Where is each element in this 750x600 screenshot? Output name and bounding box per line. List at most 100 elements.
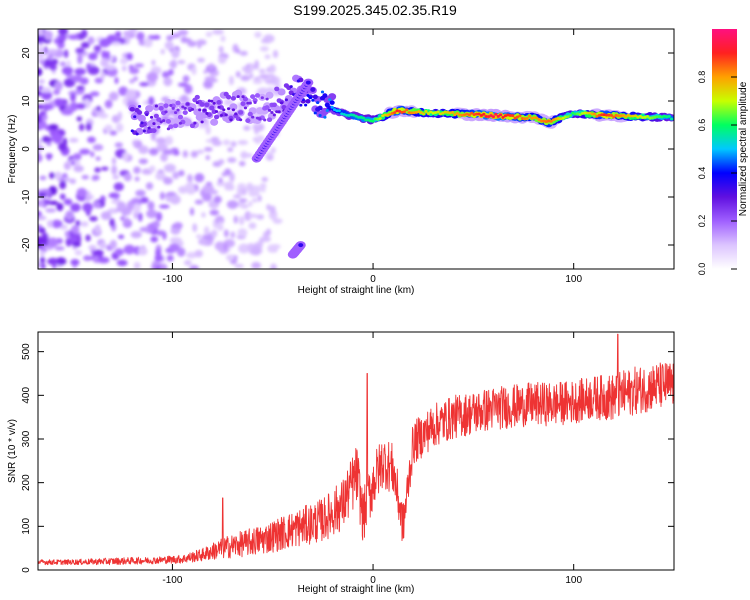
ridge-mark bbox=[446, 110, 450, 114]
noise-blob bbox=[162, 149, 175, 155]
noise-blob bbox=[89, 91, 100, 97]
ridge-mark bbox=[470, 111, 474, 115]
noise-blob bbox=[93, 45, 102, 52]
ridge-mark bbox=[164, 110, 168, 114]
noise-blob bbox=[185, 182, 194, 190]
ridge-mark bbox=[194, 94, 200, 100]
ridge-mark bbox=[390, 111, 394, 115]
noise-blob bbox=[214, 241, 226, 251]
snr-frame bbox=[37, 331, 675, 571]
noise-blob bbox=[177, 60, 186, 65]
snr-x-label: Height of straight line (km) bbox=[298, 584, 415, 595]
noise-blob bbox=[38, 224, 43, 230]
ridge-mark bbox=[564, 115, 568, 119]
spectrogram-y-tick-label: 10 bbox=[21, 95, 32, 107]
ridge-mark bbox=[284, 98, 288, 102]
noise-blob bbox=[111, 165, 118, 175]
noise-blob bbox=[94, 224, 101, 235]
noise-blob bbox=[202, 192, 212, 202]
ridge-mark bbox=[412, 111, 416, 115]
ridge-mark bbox=[260, 96, 264, 100]
ridge-mark bbox=[181, 105, 185, 109]
noise-blob bbox=[211, 229, 218, 238]
noise-blob bbox=[76, 116, 83, 122]
ridge-mark bbox=[178, 121, 183, 125]
spectrogram-x-ticks: -100 0 100 bbox=[162, 29, 582, 285]
ridge-mark bbox=[142, 129, 146, 133]
ridge-mark bbox=[585, 111, 589, 115]
noise-blob bbox=[112, 174, 120, 180]
noise-blob bbox=[109, 239, 117, 250]
noise-blob bbox=[192, 223, 198, 233]
noise-blob bbox=[51, 58, 59, 66]
noise-blob bbox=[53, 38, 59, 44]
ridge-mark bbox=[592, 112, 597, 116]
noise-blob bbox=[236, 48, 241, 54]
noise-blob bbox=[232, 194, 242, 199]
noise-blob bbox=[266, 204, 271, 211]
ridge-mark bbox=[357, 115, 361, 119]
noise-blob bbox=[101, 50, 107, 59]
spectrogram-x-label: Height of straight line (km) bbox=[298, 285, 415, 296]
noise-blob bbox=[116, 259, 128, 267]
noise-blob bbox=[74, 68, 86, 76]
noise-blob bbox=[80, 41, 90, 49]
ridge-mark bbox=[571, 111, 575, 115]
ridge-mark bbox=[145, 105, 154, 113]
noise-blob bbox=[38, 235, 44, 245]
ridge-mark bbox=[371, 119, 375, 123]
noise-blob bbox=[39, 249, 45, 257]
ridge-mark bbox=[219, 113, 223, 117]
noise-blob bbox=[224, 185, 235, 191]
ridge-mark bbox=[407, 111, 411, 114]
noise-blob bbox=[38, 46, 44, 52]
ridge-mark bbox=[211, 109, 217, 115]
noise-blob bbox=[163, 76, 173, 87]
noise-blob bbox=[38, 141, 42, 147]
ridge-mark bbox=[462, 113, 467, 117]
noise-blob bbox=[38, 153, 43, 163]
noise-blob bbox=[218, 221, 223, 230]
spectrogram-y-tick-label: -10 bbox=[21, 189, 32, 204]
noise-blob bbox=[223, 229, 229, 238]
noise-blob bbox=[80, 29, 88, 39]
ridge-mark bbox=[436, 110, 440, 114]
noise-blob bbox=[177, 29, 189, 36]
noise-blob bbox=[230, 231, 236, 239]
ridge-mark bbox=[222, 108, 226, 112]
ridge-mark bbox=[559, 117, 563, 121]
snr-y-tick-label: 300 bbox=[21, 430, 32, 447]
noise-blob bbox=[108, 91, 119, 101]
noise-blob bbox=[237, 228, 248, 237]
noise-blob bbox=[47, 257, 59, 266]
noise-blob bbox=[76, 85, 85, 90]
noise-blob bbox=[239, 187, 248, 196]
noise-blob bbox=[161, 71, 170, 78]
ridge-mark bbox=[247, 111, 253, 117]
colorbar-tick-label: 0.6 bbox=[697, 119, 707, 132]
noise-blob bbox=[154, 254, 164, 262]
noise-blob bbox=[65, 210, 75, 221]
noise-blob bbox=[150, 236, 159, 243]
noise-blob bbox=[238, 160, 246, 167]
noise-blob bbox=[118, 86, 128, 96]
ridge-mark bbox=[595, 114, 599, 118]
ridge-mark bbox=[253, 101, 257, 104]
noise-blob bbox=[87, 136, 96, 144]
snr-y-ticks: 0 100 200 300 400 500 bbox=[21, 343, 674, 573]
noise-blob bbox=[208, 78, 218, 83]
noise-blob bbox=[54, 171, 62, 180]
noise-blob bbox=[63, 177, 71, 182]
colorbar-scale bbox=[712, 29, 737, 269]
colorbar-tick-label: 0.0 bbox=[697, 263, 707, 276]
ridge-mark bbox=[251, 115, 255, 119]
chart-title: S199.2025.345.02.35.R19 bbox=[293, 2, 457, 18]
noise-blob bbox=[38, 215, 47, 221]
snr-marks bbox=[38, 333, 674, 566]
noise-blob bbox=[99, 241, 107, 250]
ridge-mark bbox=[366, 118, 370, 122]
ridge-mark bbox=[460, 113, 464, 117]
ridge-mark bbox=[332, 108, 337, 112]
ridge-mark bbox=[250, 94, 256, 99]
ridge-mark bbox=[361, 116, 366, 120]
